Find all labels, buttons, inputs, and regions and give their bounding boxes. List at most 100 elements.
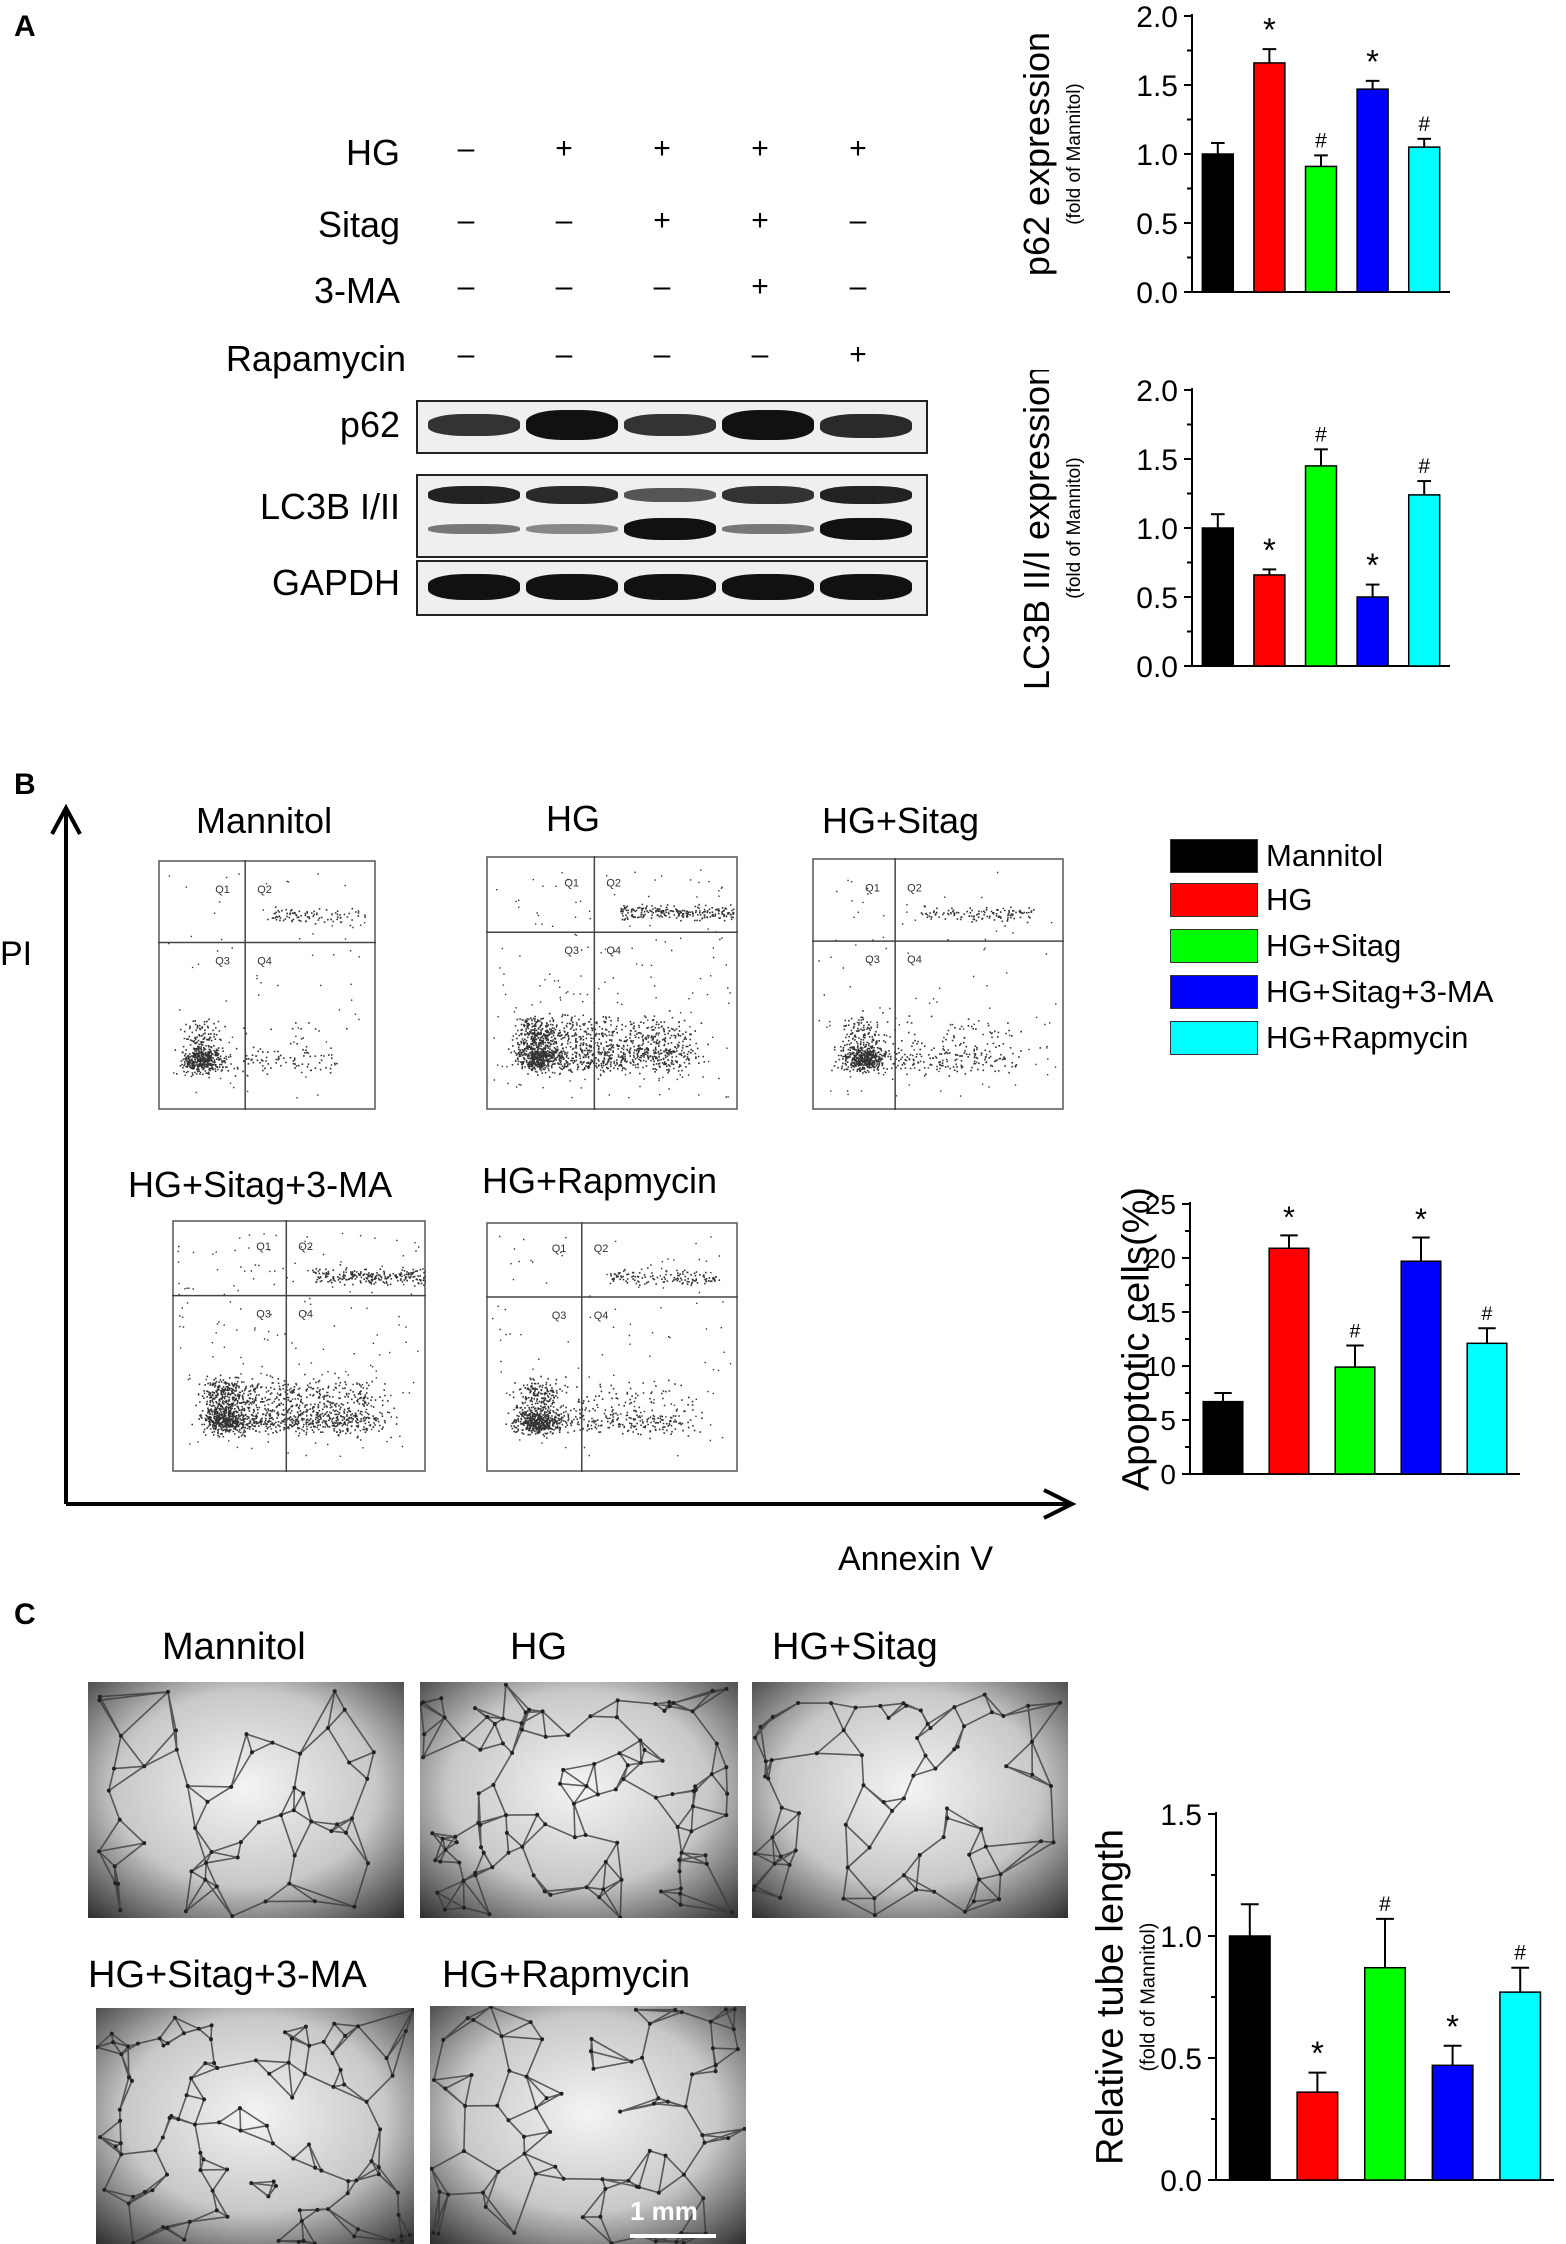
quadrant-label: Q4: [257, 956, 272, 968]
bar: [1268, 1247, 1310, 1475]
bar: [1356, 88, 1389, 293]
quadrant-label: Q1: [552, 1243, 567, 1255]
blot-label-lc3b: LC3B I/II: [259, 486, 400, 527]
significance-mark: #: [1514, 1942, 1526, 1965]
y-axis-sublabel: (fold of Mannitol): [1137, 1923, 1159, 2072]
flow-plot-frame: [158, 860, 376, 1110]
significance-mark: #: [1315, 423, 1327, 446]
legend-item-hg-sitag-3ma: HG+Sitag+3-MA: [1170, 974, 1493, 1010]
y-tick-label: 10: [1145, 1351, 1176, 1382]
micro-image-mannitol: [88, 1682, 404, 1918]
chart-relative-tube-length: 0.0 0.5 1.0 1.5 Relative tube length (fold of…: [1089, 1799, 1554, 2198]
quadrant-label: Q2: [257, 884, 272, 896]
micro-title-hg: HG: [510, 1626, 567, 1668]
legend-label-hg-rapmycin: HG+Rapmycin: [1266, 1020, 1469, 1055]
bar: [1334, 1366, 1376, 1475]
y-tick-label: 0.5: [1160, 2043, 1202, 2076]
micro-image-hg-rapmycin: [430, 2006, 746, 2244]
y-tick-label: 1.0: [1136, 139, 1178, 172]
micro-background: [430, 2006, 746, 2244]
treatment-sign: –: [849, 204, 867, 237]
flow-plot-hg-rapmycin: Q1 Q2 Q3 Q4: [486, 1222, 738, 1472]
y-axis-sublabel: (fold of Mannitol): [1064, 83, 1085, 225]
y-tick-label: 1.0: [1160, 1921, 1202, 1954]
quadrant-label: Q3: [552, 1310, 567, 1322]
treatment-sign: –: [457, 132, 475, 165]
scale-bar: [630, 2234, 716, 2238]
flow-title-hg-rapmycin: HG+Rapmycin: [482, 1160, 718, 1201]
significance-mark: *: [1366, 547, 1379, 584]
legend-item-hg: HG: [1170, 882, 1313, 918]
treatment-sign: –: [653, 338, 671, 371]
y-tick-label: 0: [1160, 1459, 1176, 1490]
legend-label-hg-sitag: HG+Sitag: [1266, 928, 1402, 963]
treatment-sign: +: [849, 132, 867, 165]
quadrant-label: Q4: [594, 1310, 609, 1322]
legend-item-hg-rapmycin: HG+Rapmycin: [1170, 1020, 1468, 1056]
flow-plot-frame: [486, 856, 738, 1110]
significance-mark: *: [1366, 43, 1379, 80]
significance-mark: #: [1418, 113, 1430, 136]
y-axis-label: LC3B II/I expression: [1016, 370, 1057, 690]
legend-item-mannitol: Mannitol: [1170, 838, 1383, 874]
quadrant-label: Q2: [594, 1243, 609, 1255]
micro-title-mannitol: Mannitol: [162, 1626, 306, 1668]
chart-p62-expression: 0.0 0.5 1.0 1.5 2.0 p62 expression (fold of Ma…: [1016, 1, 1450, 310]
chart-lc3b-expression: 0.0 0.5 1.0 1.5 2.0 LC3B II/I expression (fold…: [1016, 370, 1450, 690]
quadrant-label: Q1: [256, 1241, 271, 1253]
legend-swatch-hg-rapmycin: [1170, 1021, 1258, 1055]
legend-item-hg-sitag: HG+Sitag: [1170, 928, 1401, 964]
treatment-sign: –: [751, 338, 769, 371]
y-tick-label: 20: [1145, 1243, 1176, 1274]
significance-mark: *: [1263, 531, 1276, 568]
panel-label-a: A: [14, 10, 36, 43]
flow-axes: [50, 803, 1077, 1520]
micro-image-hg-sitag: [752, 1682, 1068, 1918]
quadrant-label: Q3: [256, 1309, 271, 1321]
flow-plot-hg-sitag: Q1 Q2 Q3 Q4: [812, 858, 1064, 1110]
flow-title-hg: HG: [546, 798, 600, 839]
treatment-sign: +: [555, 132, 573, 165]
significance-mark: #: [1418, 455, 1430, 478]
legend-label-mannitol: Mannitol: [1266, 838, 1384, 873]
blot-gapdh: [416, 560, 928, 616]
bar: [1201, 153, 1235, 293]
treatment-sign: –: [457, 204, 475, 237]
treatment-sign: –: [849, 270, 867, 303]
tube-network: [98, 1690, 375, 1917]
treatment-label-3ma: 3-MA: [313, 270, 400, 311]
bar: [1431, 2064, 1474, 2181]
legend-label-hg-sitag-3ma: HG+Sitag+3-MA: [1266, 974, 1494, 1009]
bar: [1466, 1342, 1508, 1475]
micro-background: [96, 2008, 414, 2244]
bar: [1304, 165, 1338, 293]
legend-swatch-hg-sitag: [1170, 929, 1258, 963]
y-tick-label: 25: [1145, 1189, 1176, 1220]
micro-image-hg: [420, 1682, 738, 1918]
flow-title-mannitol: Mannitol: [196, 800, 333, 841]
tube-network: [753, 1693, 1061, 1916]
y-tick-label: 1.5: [1160, 1799, 1202, 1832]
scale-bar-label: 1 mm: [630, 2196, 698, 2226]
blot-p62: [416, 400, 928, 454]
quadrant-label: Q2: [606, 877, 621, 889]
y-axis-sublabel: (fold of Mannitol): [1064, 457, 1085, 599]
flow-title-hg-sitag: HG+Sitag: [822, 800, 980, 841]
y-tick-label: 0.0: [1160, 2165, 1202, 2198]
treatment-sign: +: [653, 204, 671, 237]
flow-plot-hg: Q1 Q2 Q3 Q4: [486, 856, 738, 1110]
treatment-sign: –: [555, 338, 573, 371]
y-tick-label: 1.5: [1136, 444, 1178, 477]
y-tick-label: 2.0: [1136, 1, 1178, 34]
micro-background: [420, 1682, 738, 1918]
quadrant-label: Q3: [215, 956, 230, 968]
treatment-sign: –: [457, 270, 475, 303]
bar: [1407, 494, 1441, 667]
significance-mark: *: [1415, 1201, 1427, 1236]
micro-image-hg-sitag-3ma: [96, 2008, 414, 2244]
treatment-sign: +: [849, 338, 867, 371]
legend-swatch-hg-sitag-3ma: [1170, 975, 1258, 1009]
quadrant-label: Q4: [907, 954, 922, 966]
treatment-sign: +: [751, 270, 769, 303]
